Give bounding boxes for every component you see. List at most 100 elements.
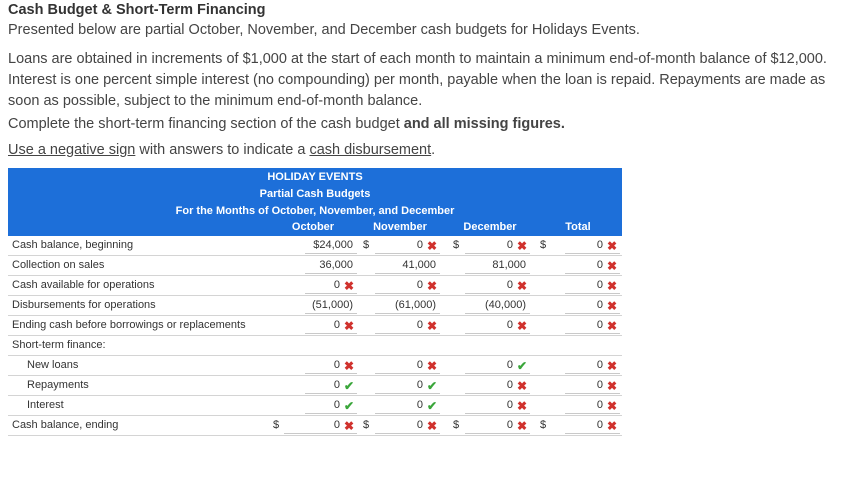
table-row: Cash balance, ending $0 ✖ $0 ✖ $0 ✖ $0 ✖: [8, 416, 622, 436]
subtitle: Partial Cash Budgets: [259, 188, 371, 200]
input-cell[interactable]: (51,000): [305, 297, 357, 314]
period: For the Months of October, November, and…: [175, 205, 455, 217]
paragraph: Loans are obtained in increments of $1,0…: [8, 51, 827, 109]
currency-sign: $: [540, 419, 547, 431]
input-cell[interactable]: 0 ✖: [465, 377, 530, 394]
cell-value: 0: [506, 279, 513, 291]
cell-value: 0: [416, 379, 423, 391]
input-cell[interactable]: 0 ✔: [375, 397, 440, 414]
budget-table: HOLIDAY EVENTS Partial Cash Budgets For …: [8, 168, 622, 438]
input-cell[interactable]: 0 ✖: [465, 277, 530, 294]
check-icon: ✔: [516, 359, 527, 373]
input-cell[interactable]: 0 ✖: [375, 317, 440, 334]
check-icon: ✔: [343, 399, 354, 413]
row-label: Cash available for operations: [12, 279, 155, 291]
input-cell[interactable]: 0 ✖: [375, 277, 440, 294]
input-cell[interactable]: 0 ✖: [305, 317, 357, 334]
cell-value: 0: [596, 299, 603, 311]
input-cell[interactable]: 81,000: [465, 257, 530, 274]
input-cell[interactable]: 41,000: [375, 257, 440, 274]
input-cell[interactable]: 0 ✖: [375, 357, 440, 374]
input-cell[interactable]: 0 ✔: [305, 397, 357, 414]
input-cell[interactable]: 0 ✖: [565, 297, 620, 314]
input-cell[interactable]: 0 ✖: [565, 397, 620, 414]
row-label: Disbursements for operations: [12, 299, 156, 311]
input-cell[interactable]: 0 ✖: [305, 277, 357, 294]
input-cell[interactable]: 0 ✖: [375, 237, 440, 254]
input-cell[interactable]: 36,000: [305, 257, 357, 274]
cell-value: 0: [333, 399, 340, 411]
cell-value: 0: [506, 319, 513, 331]
input-cell[interactable]: 0 ✔: [465, 357, 530, 374]
cross-icon: ✖: [343, 279, 354, 293]
cell-value: (61,000): [395, 299, 436, 311]
input-cell[interactable]: 0 ✖: [565, 417, 620, 434]
input-cell[interactable]: 0 ✖: [465, 317, 530, 334]
input-cell[interactable]: 0 ✖: [565, 357, 620, 374]
table-row: New loans 0 ✖ 0 ✖ 0 ✔ 0 ✖: [8, 356, 622, 376]
cell-value: 0: [416, 279, 423, 291]
input-cell[interactable]: 0 ✔: [305, 377, 357, 394]
input-cell[interactable]: 0 ✖: [565, 237, 620, 254]
cross-icon: ✖: [606, 419, 617, 433]
table-row: Repayments 0 ✔ 0 ✔ 0 ✖ 0 ✖: [8, 376, 622, 396]
cell-value: 81,000: [492, 259, 526, 271]
input-cell[interactable]: 0 ✖: [305, 357, 357, 374]
cross-icon: ✖: [426, 319, 437, 333]
input-cell[interactable]: 0 ✖: [565, 377, 620, 394]
input-cell[interactable]: 0 ✖: [565, 317, 620, 334]
table-row: Cash available for operations 0 ✖ 0 ✖ 0 ✖ 0 ✖: [8, 276, 622, 296]
cell-value: 0: [506, 399, 513, 411]
row-label: Cash balance, beginning: [12, 239, 134, 251]
cross-icon: ✖: [516, 419, 527, 433]
company: HOLIDAY EVENTS: [267, 171, 363, 183]
table-row: Disbursements for operations (51,000) (61,…: [8, 296, 622, 316]
cross-icon: ✖: [606, 359, 617, 373]
note-link: cash disbursement: [309, 142, 432, 158]
column-header: Total: [565, 221, 591, 233]
instruction: Complete the short-term financing sectio…: [8, 116, 565, 132]
row-label: Repayments: [27, 379, 89, 391]
cross-icon: ✖: [426, 239, 437, 253]
input-cell[interactable]: (40,000): [465, 297, 530, 314]
column-header: November: [373, 221, 427, 233]
table-header: HOLIDAY EVENTS Partial Cash Budgets For …: [8, 168, 622, 236]
cell-value: 0: [333, 379, 340, 391]
input-cell[interactable]: $24,000: [305, 237, 357, 254]
row-label: New loans: [27, 359, 79, 371]
cell-value: 0: [333, 319, 340, 331]
input-cell[interactable]: 0 ✖: [465, 417, 530, 434]
cell-value: 0: [596, 259, 603, 271]
note-link: Use a negative sign: [8, 142, 136, 158]
cross-icon: ✖: [606, 279, 617, 293]
table-row: Ending cash before borrowings or replace…: [8, 316, 622, 336]
input-cell[interactable]: 0 ✔: [375, 377, 440, 394]
currency-sign: $: [363, 419, 370, 431]
table-row: Collection on sales 36,000 41,000 81,000 0 ✖: [8, 256, 622, 276]
cross-icon: ✖: [343, 419, 354, 433]
note-text: with answers to indicate a: [135, 142, 310, 158]
row-label: Short-term finance:: [12, 339, 106, 351]
cross-icon: ✖: [606, 319, 617, 333]
cell-value: (40,000): [485, 299, 526, 311]
cell-value: $24,000: [313, 239, 353, 251]
table-row: Interest 0 ✔ 0 ✔ 0 ✖ 0 ✖: [8, 396, 622, 416]
input-cell[interactable]: 0 ✖: [565, 277, 620, 294]
column-header: December: [463, 221, 517, 233]
input-cell[interactable]: 0 ✖: [284, 417, 357, 434]
cell-value: 0: [506, 419, 513, 431]
cell-value: 0: [416, 239, 423, 251]
cell-value: 0: [416, 419, 423, 431]
cell-value: 0: [596, 279, 603, 291]
input-cell[interactable]: 0 ✖: [465, 237, 530, 254]
cross-icon: ✖: [516, 279, 527, 293]
cell-value: 0: [596, 379, 603, 391]
input-cell[interactable]: 0 ✖: [565, 257, 620, 274]
input-cell[interactable]: 0 ✖: [375, 417, 440, 434]
input-cell[interactable]: 0 ✖: [465, 397, 530, 414]
table-row: Cash balance, beginning $24,000 $0 ✖ $0 ✖ $0 ✖: [8, 236, 622, 256]
input-cell[interactable]: (61,000): [375, 297, 440, 314]
cross-icon: ✖: [606, 239, 617, 253]
row-label: Interest: [27, 399, 64, 411]
note: Use a negative sign with answers to indi…: [8, 142, 435, 158]
